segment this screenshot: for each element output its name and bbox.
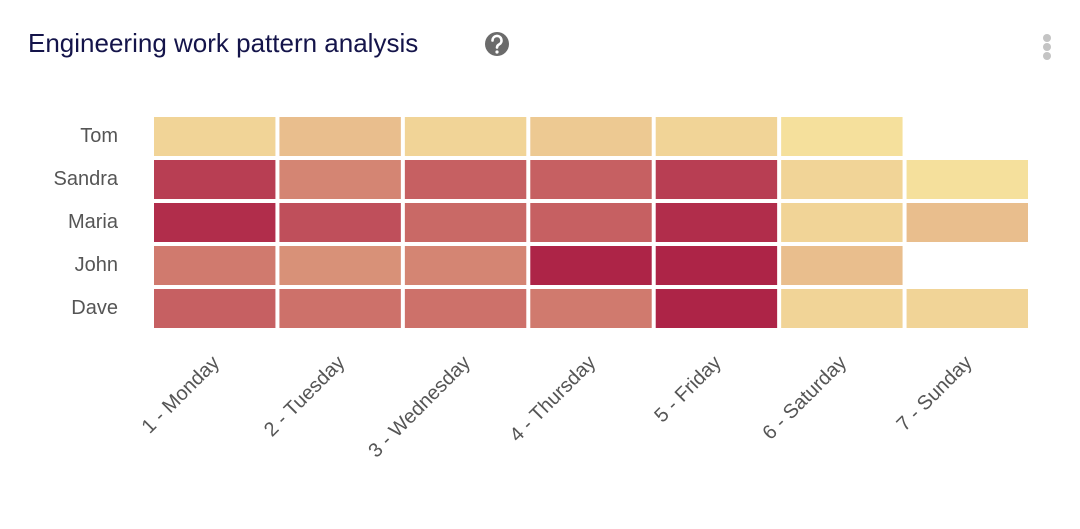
heatmap-cell <box>781 160 903 199</box>
heatmap-cell <box>781 289 903 328</box>
x-tick-label: 2 - Tuesday <box>260 352 349 441</box>
heatmap-cell <box>655 117 778 156</box>
menu-dot[interactable] <box>1043 43 1051 51</box>
heatmap-cell <box>906 289 1028 328</box>
chart-title: Engineering work pattern analysis <box>28 28 418 58</box>
menu-dot[interactable] <box>1043 34 1051 42</box>
y-tick-label: Dave <box>71 297 118 319</box>
heatmap-cell <box>781 203 903 242</box>
x-tick-label: 6 - Saturday <box>759 352 852 445</box>
x-tick-label: 4 - Thursday <box>506 352 601 447</box>
heatmap-cell <box>154 289 276 328</box>
heatmap-cell <box>154 203 276 242</box>
heatmap-cell <box>154 246 276 285</box>
heatmap-cell <box>279 246 401 285</box>
heatmap-cell <box>781 246 903 285</box>
heatmap-cell <box>530 160 652 199</box>
heatmap-cell <box>530 203 652 242</box>
y-tick-label: John <box>75 254 118 276</box>
heatmap-cell <box>781 117 903 156</box>
heatmap-cell <box>655 203 778 242</box>
heatmap-cell <box>404 203 527 242</box>
heatmap-cell <box>404 289 527 328</box>
x-tick-label: 7 - Sunday <box>893 352 977 436</box>
help-icon-dot <box>495 50 499 54</box>
y-tick-label: Sandra <box>54 168 119 190</box>
x-tick-label: 3 - Wednesday <box>364 352 474 462</box>
heatmap-cell <box>279 117 401 156</box>
x-tick-label: 5 - Friday <box>650 352 725 427</box>
heatmap-cell <box>655 289 778 328</box>
heatmap-cell <box>279 203 401 242</box>
x-tick-label: 1 - Monday <box>138 352 224 438</box>
heatmap-cell <box>404 246 527 285</box>
help-icon-glyph <box>491 34 503 49</box>
heatmap-cell <box>154 117 276 156</box>
help-icon-circle[interactable] <box>485 32 509 56</box>
heatmap-cell <box>154 160 276 199</box>
heatmap-cell <box>279 160 401 199</box>
help-icon[interactable] <box>485 32 509 56</box>
heatmap-cell <box>530 117 652 156</box>
heatmap-cell <box>404 160 527 199</box>
y-tick-label: Tom <box>80 125 118 147</box>
menu-icon[interactable] <box>1043 34 1051 60</box>
heatmap-cell <box>906 203 1028 242</box>
y-tick-label: Maria <box>68 211 119 233</box>
heatmap-cell <box>404 117 527 156</box>
heatmap-cell <box>530 246 652 285</box>
heatmap-cell <box>906 160 1028 199</box>
heatmap-cell <box>279 289 401 328</box>
heatmap-cell <box>655 160 778 199</box>
heatmap-cell <box>530 289 652 328</box>
heatmap-cell <box>655 246 778 285</box>
menu-dot[interactable] <box>1043 52 1051 60</box>
